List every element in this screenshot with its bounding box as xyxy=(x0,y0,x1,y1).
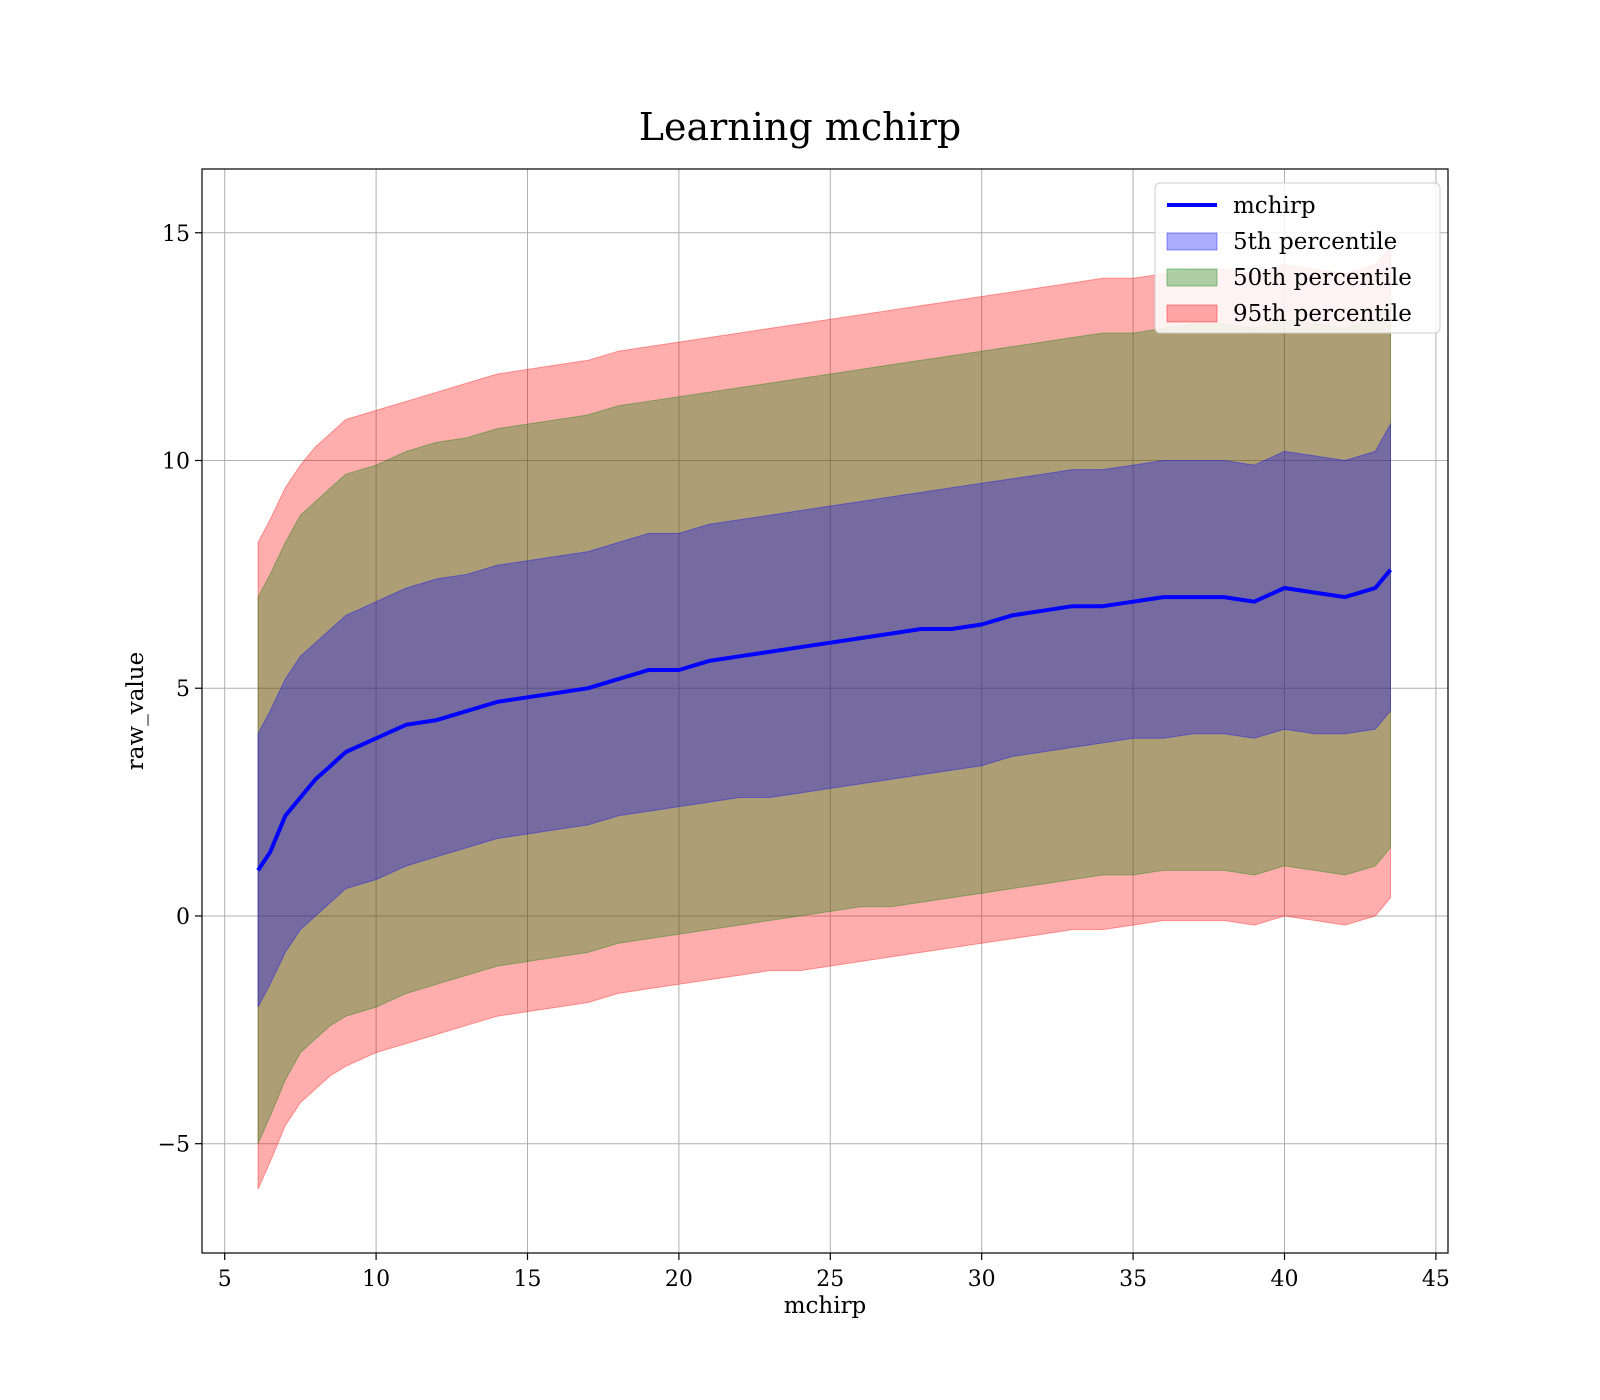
legend-swatch-band xyxy=(1166,304,1218,323)
x-tick-label: 10 xyxy=(362,1267,390,1292)
x-tick-label: 45 xyxy=(1422,1267,1450,1292)
chart-title: Learning mchirp xyxy=(639,105,961,149)
line-mchirp xyxy=(256,568,1393,872)
legend-swatch-band xyxy=(1166,268,1218,287)
x-tick-label: 40 xyxy=(1270,1267,1298,1292)
y-tick-label: 15 xyxy=(162,222,190,247)
legend-label: mchirp xyxy=(1233,193,1316,219)
x-tick-label: 5 xyxy=(218,1267,232,1292)
y-axis-label: raw_value xyxy=(123,652,149,770)
legend-label: 5th percentile xyxy=(1233,229,1397,255)
x-tick-label: 25 xyxy=(816,1267,844,1292)
x-axis-label: mchirp xyxy=(784,1293,867,1319)
legend: mchirp 5th percentile 50th percentile 95th … xyxy=(1154,182,1441,334)
series-lines xyxy=(256,568,1393,872)
percentile-bands xyxy=(257,245,1391,1190)
legend-swatch-band xyxy=(1166,232,1218,251)
legend-label: 95th percentile xyxy=(1233,301,1412,327)
y-tick-label: 10 xyxy=(162,449,190,474)
legend-box xyxy=(1154,182,1441,334)
plot-frame xyxy=(201,168,1449,1254)
x-tick-label: 20 xyxy=(665,1267,693,1292)
band-5th-percentile xyxy=(257,422,1391,1008)
y-tick-label: 0 xyxy=(176,905,190,930)
x-tick-label: 35 xyxy=(1119,1267,1147,1292)
y-tick-label: 5 xyxy=(176,677,190,702)
x-axis-ticks: 5 10 15 20 25 30 35 40 45 xyxy=(218,1253,1450,1292)
band-95th-percentile xyxy=(257,245,1391,1190)
y-tick-label: −5 xyxy=(158,1133,190,1158)
x-tick-label: 15 xyxy=(514,1267,542,1292)
band-50th-percentile xyxy=(257,299,1391,1144)
y-axis-ticks: −5 0 5 10 15 xyxy=(158,222,202,1158)
x-tick-label: 30 xyxy=(968,1267,996,1292)
legend-label: 50th percentile xyxy=(1233,265,1412,291)
